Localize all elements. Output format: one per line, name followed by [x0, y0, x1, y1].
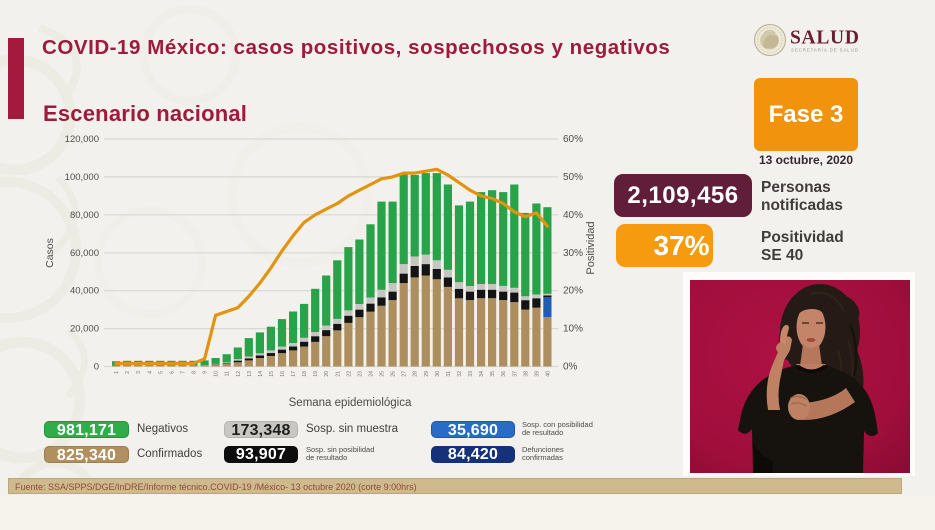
svg-text:35: 35: [490, 371, 496, 377]
svg-text:37: 37: [512, 371, 518, 377]
svg-text:9: 9: [203, 371, 209, 374]
svg-text:2: 2: [125, 371, 131, 374]
svg-text:10: 10: [214, 371, 220, 377]
svg-text:21: 21: [335, 371, 341, 377]
svg-text:15: 15: [269, 371, 275, 377]
svg-text:32: 32: [457, 371, 463, 377]
svg-text:22: 22: [346, 371, 352, 377]
svg-text:11: 11: [225, 371, 231, 376]
svg-text:10%: 10%: [563, 324, 583, 335]
svg-text:28: 28: [413, 371, 419, 377]
svg-text:6: 6: [169, 371, 175, 374]
svg-text:39: 39: [534, 371, 540, 377]
svg-text:60%: 60%: [563, 134, 583, 145]
svg-text:120,000: 120,000: [65, 134, 99, 145]
svg-text:14: 14: [258, 371, 264, 377]
svg-text:50%: 50%: [563, 172, 583, 183]
svg-text:19: 19: [313, 371, 319, 377]
svg-text:33: 33: [468, 371, 474, 377]
svg-text:Positividad: Positividad: [585, 221, 597, 274]
svg-text:20: 20: [324, 371, 330, 377]
svg-text:Casos: Casos: [44, 238, 56, 268]
svg-text:1: 1: [114, 371, 120, 374]
svg-text:SECRETARÍA DE SALUD: SECRETARÍA DE SALUD: [791, 48, 859, 53]
svg-text:100,000: 100,000: [65, 172, 99, 183]
svg-text:29: 29: [424, 371, 430, 377]
svg-text:7: 7: [181, 371, 187, 374]
svg-text:8: 8: [192, 371, 198, 374]
svg-text:60,000: 60,000: [70, 248, 99, 259]
svg-text:12: 12: [236, 371, 242, 377]
svg-text:30%: 30%: [563, 248, 583, 259]
svg-text:SALUD: SALUD: [790, 28, 860, 49]
svg-text:36: 36: [501, 371, 507, 377]
svg-text:3: 3: [136, 371, 142, 374]
svg-text:20,000: 20,000: [70, 324, 99, 335]
svg-text:31: 31: [446, 371, 452, 377]
svg-text:16: 16: [280, 371, 286, 377]
svg-text:4: 4: [147, 371, 153, 374]
svg-text:13: 13: [247, 371, 253, 377]
svg-text:27: 27: [402, 371, 408, 377]
svg-text:17: 17: [291, 371, 297, 377]
svg-text:38: 38: [523, 371, 529, 377]
svg-text:26: 26: [391, 371, 397, 377]
svg-text:5: 5: [158, 371, 164, 374]
svg-text:23: 23: [357, 371, 363, 377]
svg-text:0%: 0%: [563, 362, 578, 373]
svg-text:0: 0: [94, 362, 99, 373]
svg-text:80,000: 80,000: [70, 210, 99, 221]
svg-text:40: 40: [545, 371, 551, 377]
svg-text:34: 34: [479, 371, 485, 377]
svg-text:24: 24: [369, 371, 375, 377]
svg-text:18: 18: [302, 371, 308, 377]
svg-text:30: 30: [435, 371, 441, 377]
svg-text:25: 25: [380, 371, 386, 377]
svg-text:20%: 20%: [563, 286, 583, 297]
svg-text:40%: 40%: [563, 210, 583, 221]
svg-text:40,000: 40,000: [70, 286, 99, 297]
svg-text:Semana epidemiológica: Semana epidemiológica: [289, 397, 412, 409]
